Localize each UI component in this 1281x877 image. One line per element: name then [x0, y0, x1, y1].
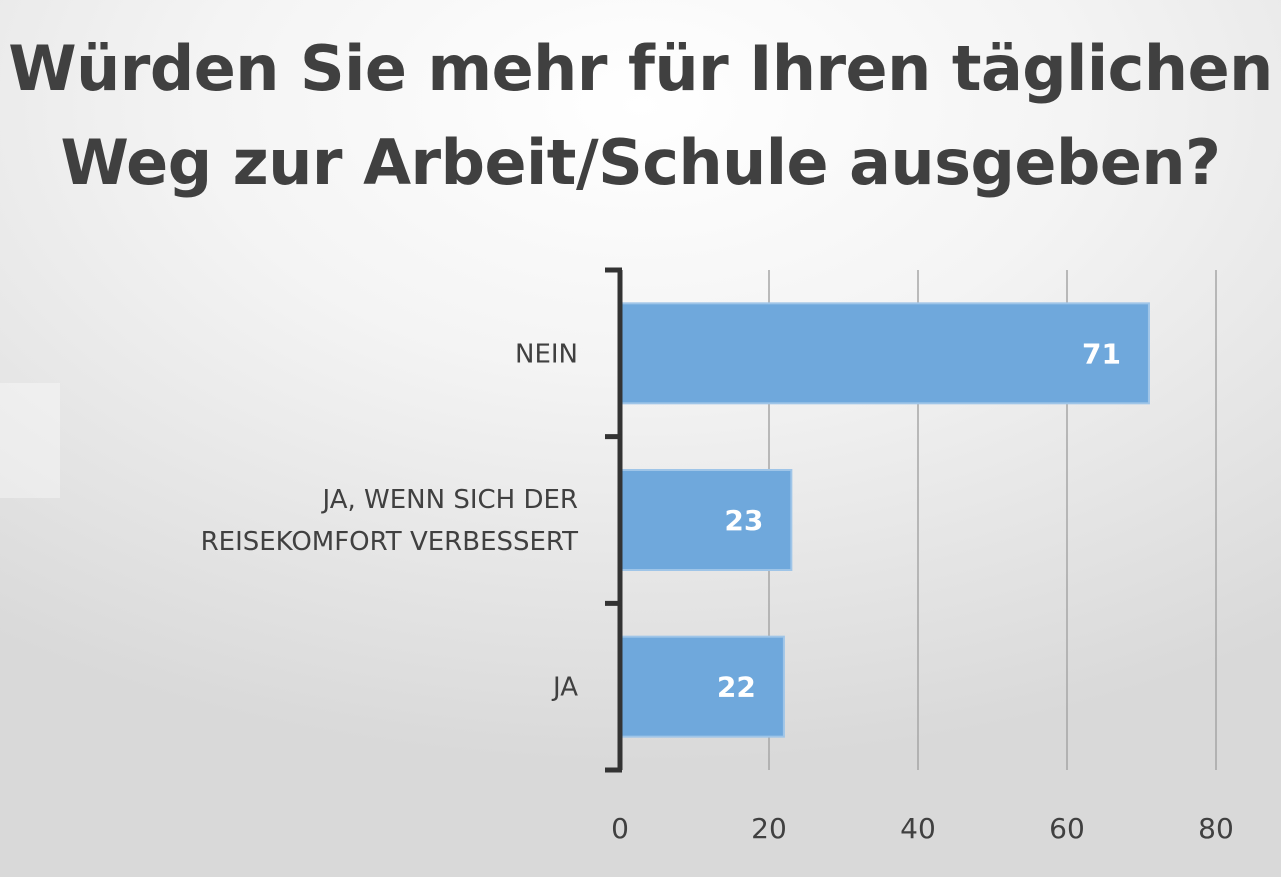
background-panel [0, 383, 60, 498]
data-label-1: 71 [1082, 337, 1121, 370]
value-axis-ticks: 0 20 40 60 80 [611, 812, 1234, 845]
chart-title-line-1: Würden Sie mehr für Ihren täglichen [8, 32, 1273, 105]
category-label-3: JA [551, 673, 578, 703]
bar-2 [619, 469, 793, 571]
category-axis [605, 267, 623, 773]
chart-title: Würden Sie mehr für Ihren täglichen Weg … [0, 22, 1281, 210]
data-labels: 71 23 22 [717, 337, 1121, 703]
category-label-2-line-2: REISEKOMFORT VERBESSERT [201, 527, 579, 557]
x-tick-label-0: 0 [611, 812, 629, 845]
category-label-1: NEIN [515, 339, 578, 369]
category-labels: NEIN JA, WENN SICH DER REISEKOMFORT VERBES… [201, 339, 579, 702]
bar-1 [619, 302, 1150, 405]
x-tick-label-80: 80 [1198, 812, 1234, 845]
category-label-2-line-1: JA, WENN SICH DER [321, 485, 578, 515]
bar-3 [619, 635, 785, 738]
chart-title-line-2: Weg zur Arbeit/Schule ausgeben? [60, 126, 1221, 199]
bars [619, 302, 1150, 738]
data-label-3: 22 [717, 671, 756, 704]
data-label-2: 23 [724, 504, 763, 537]
x-tick-label-40: 40 [900, 812, 936, 845]
x-tick-label-20: 20 [751, 812, 787, 845]
x-tick-label-60: 60 [1049, 812, 1085, 845]
